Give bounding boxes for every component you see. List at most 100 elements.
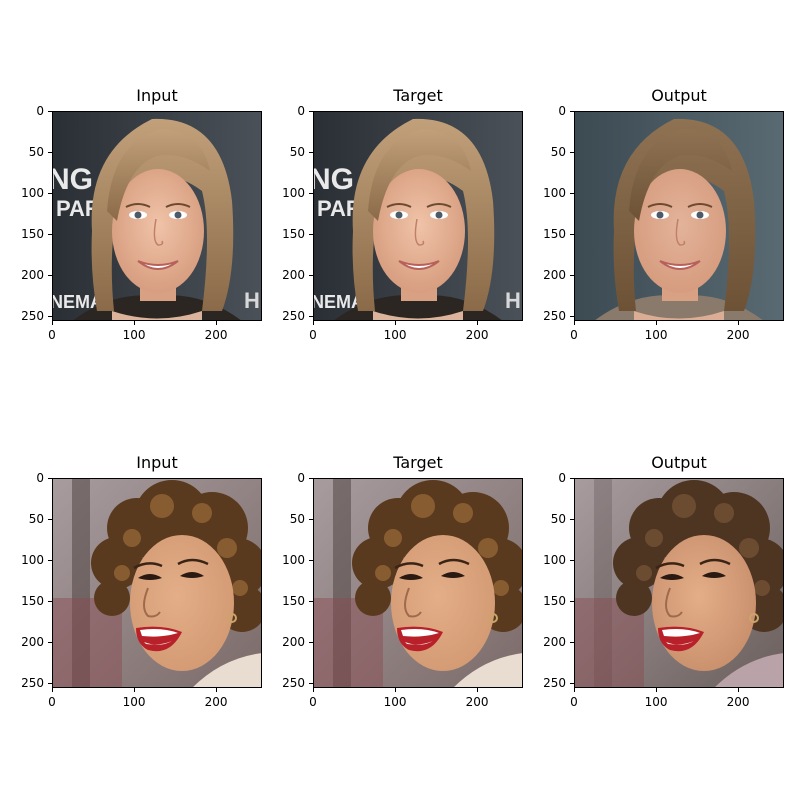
- y-tick-label: 100: [21, 553, 44, 568]
- x-tick-label: 100: [383, 328, 407, 342]
- y-tick: [309, 642, 313, 644]
- photo-woman-blonde-smiling-input: NG PAR NEMA H: [52, 111, 262, 321]
- x-tick-label: 100: [383, 695, 407, 709]
- x-tick-label: 200: [465, 695, 489, 709]
- panel-title: Target: [393, 453, 443, 472]
- y-tick-label: 200: [282, 635, 305, 650]
- x-tick-label: 100: [644, 328, 668, 342]
- y-tick-label: 150: [543, 227, 566, 242]
- y-tick: [48, 642, 52, 644]
- y-tick: [309, 275, 313, 277]
- y-tick-label: 0: [558, 471, 566, 485]
- y-tick-label: 200: [282, 268, 305, 283]
- backdrop-text: NG: [52, 163, 93, 196]
- y-tick-label: 100: [543, 186, 566, 201]
- x-tick: [134, 321, 136, 325]
- y-tick: [309, 478, 313, 479]
- y-tick-label: 0: [297, 471, 305, 485]
- y-tick: [309, 193, 313, 195]
- y-tick: [309, 519, 313, 521]
- y-tick-label: 50: [550, 145, 566, 160]
- y-tick-label: 100: [282, 553, 305, 568]
- panel-title: Input: [136, 86, 178, 105]
- x-tick-label: 200: [465, 328, 489, 342]
- y-tick: [48, 519, 52, 521]
- x-tick: [395, 688, 397, 692]
- y-tick: [48, 193, 52, 195]
- x-tick: [52, 688, 53, 692]
- y-tick-label: 100: [21, 186, 44, 201]
- y-tick: [570, 111, 574, 112]
- x-tick: [216, 321, 218, 325]
- y-tick-label: 100: [543, 553, 566, 568]
- x-tick: [574, 688, 575, 692]
- y-tick-label: 250: [543, 676, 566, 691]
- y-tick: [570, 560, 574, 562]
- photo-woman-curly-laughing-input: [52, 478, 262, 688]
- y-tick: [48, 478, 52, 479]
- y-tick-label: 250: [282, 309, 305, 324]
- y-tick: [309, 601, 313, 603]
- y-tick: [48, 601, 52, 603]
- y-tick: [48, 275, 52, 277]
- y-tick-label: 200: [543, 635, 566, 650]
- x-tick: [216, 688, 218, 692]
- x-tick: [477, 321, 479, 325]
- x-tick-label: 0: [570, 328, 578, 342]
- y-tick-label: 200: [543, 268, 566, 283]
- y-tick-label: 250: [543, 309, 566, 324]
- y-tick: [570, 234, 574, 236]
- backdrop-text: H: [244, 288, 260, 313]
- x-tick-label: 200: [204, 328, 228, 342]
- y-tick: [309, 316, 313, 318]
- x-tick-label: 0: [570, 695, 578, 709]
- y-tick: [570, 683, 574, 685]
- y-tick-label: 250: [21, 309, 44, 324]
- photo-woman-blonde-smiling-output: [574, 111, 784, 321]
- x-tick: [656, 688, 658, 692]
- y-tick: [570, 193, 574, 195]
- y-tick: [570, 275, 574, 277]
- x-tick: [313, 688, 314, 692]
- y-tick: [48, 111, 52, 112]
- x-tick-label: 0: [309, 695, 317, 709]
- y-tick-label: 200: [21, 268, 44, 283]
- y-tick-label: 250: [21, 676, 44, 691]
- y-tick: [309, 234, 313, 236]
- panel-title: Target: [393, 86, 443, 105]
- y-tick: [48, 234, 52, 236]
- y-tick: [309, 152, 313, 154]
- x-tick-label: 0: [48, 328, 56, 342]
- x-tick-label: 200: [204, 695, 228, 709]
- y-tick: [48, 152, 52, 154]
- y-tick: [570, 519, 574, 521]
- x-tick: [134, 688, 136, 692]
- x-tick-label: 100: [122, 695, 146, 709]
- x-tick-label: 0: [309, 328, 317, 342]
- backdrop-text: NEMA: [313, 292, 364, 312]
- y-tick-label: 0: [558, 104, 566, 118]
- x-tick-label: 200: [726, 328, 750, 342]
- y-tick: [570, 316, 574, 318]
- y-tick-label: 50: [28, 512, 44, 527]
- x-tick: [477, 688, 479, 692]
- x-tick-label: 200: [726, 695, 750, 709]
- x-tick-label: 0: [48, 695, 56, 709]
- x-tick: [738, 688, 740, 692]
- y-tick-label: 150: [282, 594, 305, 609]
- y-tick-label: 50: [289, 145, 305, 160]
- backdrop-text: NEMA: [52, 292, 103, 312]
- y-tick: [48, 683, 52, 685]
- y-tick-label: 0: [36, 471, 44, 485]
- y-tick-label: 150: [21, 227, 44, 242]
- y-tick-label: 0: [36, 104, 44, 118]
- y-tick-label: 150: [282, 227, 305, 242]
- y-tick-label: 50: [289, 512, 305, 527]
- x-tick: [313, 321, 314, 325]
- y-tick-label: 250: [282, 676, 305, 691]
- x-tick: [574, 321, 575, 325]
- y-tick: [570, 601, 574, 603]
- photo-woman-curly-laughing-output: [574, 478, 784, 688]
- y-tick: [570, 478, 574, 479]
- backdrop-text: NG: [313, 163, 354, 196]
